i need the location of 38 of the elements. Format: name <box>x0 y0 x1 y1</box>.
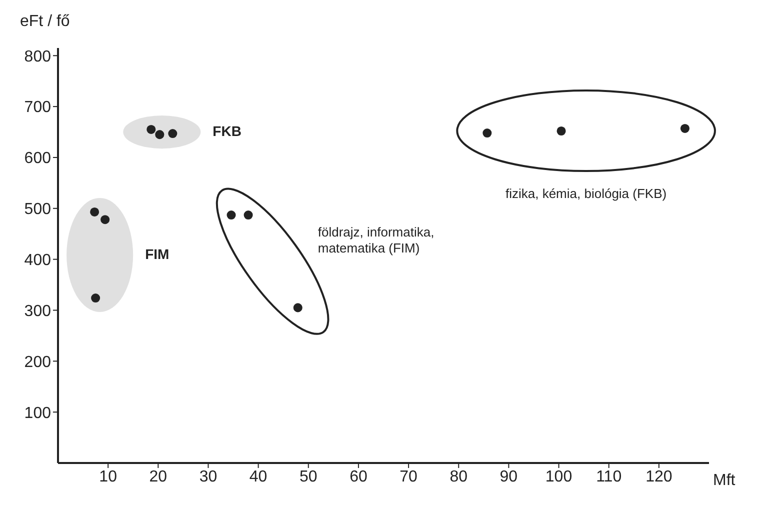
point <box>168 129 178 138</box>
point <box>680 124 690 133</box>
x-tick-label: 20 <box>149 468 168 486</box>
y-tick-label: 200 <box>24 354 52 371</box>
x-tick-label: 100 <box>545 468 572 486</box>
annotation: FIM <box>145 246 170 262</box>
point <box>100 215 110 224</box>
x-tick-label: 90 <box>500 468 518 486</box>
y-tick-label: 300 <box>24 302 52 320</box>
point <box>155 130 164 140</box>
x-tick-label: 10 <box>99 468 118 486</box>
x-axis-title: Mft <box>713 472 736 489</box>
y-tick-label: 600 <box>24 150 52 168</box>
x-tick-label: 60 <box>350 468 368 486</box>
x-tick-label: 50 <box>299 468 318 486</box>
x-tick-label: 110 <box>596 468 622 486</box>
point <box>293 303 302 312</box>
x-tick-label: 80 <box>450 468 468 486</box>
y-tick-label: 400 <box>24 252 52 269</box>
x-tick-label: 70 <box>400 468 418 486</box>
annotation: fizika, kémia, biológia (FKB) <box>506 186 667 202</box>
y-axis-title: eFt / fő <box>20 13 70 30</box>
y-tick-label: 800 <box>24 48 52 66</box>
x-tick-label: 120 <box>646 468 672 486</box>
point <box>244 210 253 220</box>
point <box>226 210 236 220</box>
point <box>146 124 156 134</box>
annotation: FKB <box>212 122 242 139</box>
point <box>91 294 100 303</box>
x-tick-label: 30 <box>199 468 218 486</box>
y-tick-label: 500 <box>24 201 52 218</box>
y-tick-label: 700 <box>24 99 52 116</box>
point <box>90 207 100 216</box>
y-tick-label: 100 <box>24 404 52 422</box>
point <box>482 128 492 138</box>
point <box>556 126 566 136</box>
x-tick-label: 40 <box>249 468 268 486</box>
annotation: földrajz, informatika, matematika (FIM) <box>318 224 434 256</box>
